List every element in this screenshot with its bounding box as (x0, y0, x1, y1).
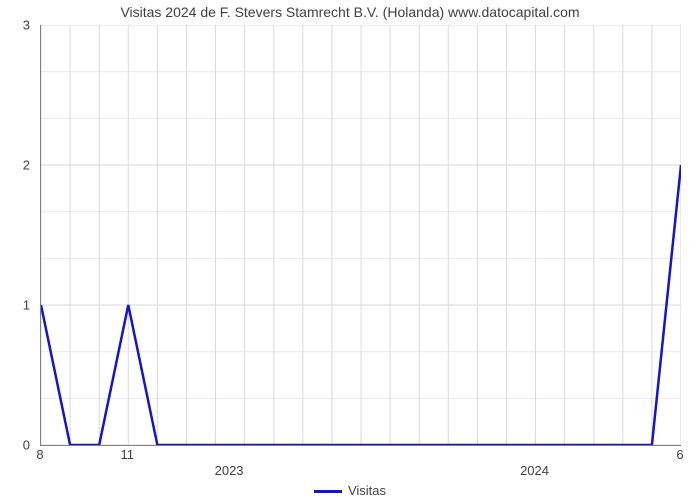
x-group-label: 2024 (520, 463, 549, 478)
legend-label: Visitas (348, 483, 386, 498)
y-tick-label: 3 (0, 18, 30, 33)
x-tick-label: 11 (121, 447, 135, 462)
plot-area (40, 25, 681, 446)
y-tick-label: 0 (0, 438, 30, 453)
chart-container: Visitas 2024 de F. Stevers Stamrecht B.V… (0, 0, 700, 500)
line-chart-svg (41, 25, 681, 445)
x-group-label: 2023 (215, 463, 244, 478)
x-tick-label: 6 (676, 447, 683, 462)
legend-swatch (314, 490, 342, 493)
y-tick-label: 1 (0, 298, 30, 313)
y-tick-label: 2 (0, 158, 30, 173)
x-tick-label: 8 (36, 447, 43, 462)
chart-title: Visitas 2024 de F. Stevers Stamrecht B.V… (0, 4, 700, 20)
legend: Visitas (0, 483, 700, 498)
